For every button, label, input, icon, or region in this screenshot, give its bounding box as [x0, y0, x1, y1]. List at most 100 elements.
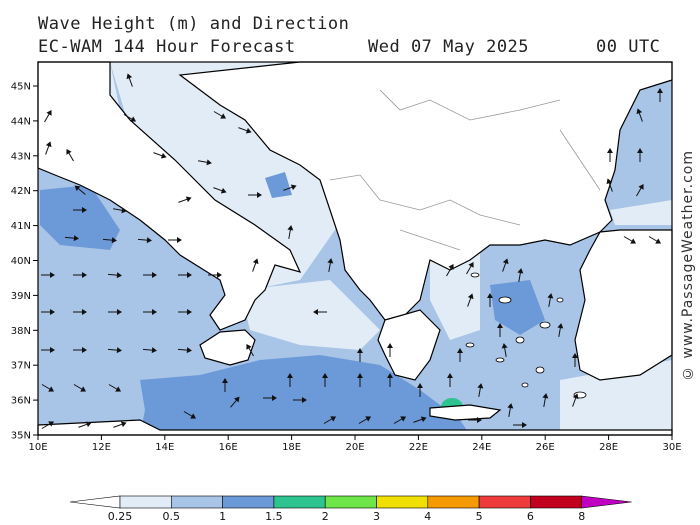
wave-direction-arrow [143, 309, 157, 315]
land [37, 61, 673, 436]
high-zone-adriatic [265, 172, 292, 198]
wave-direction-arrow [41, 347, 55, 353]
y-tick-label: 44N [11, 116, 31, 127]
wave-direction-arrow [66, 148, 74, 162]
colorbar-label: 0.5 [163, 510, 181, 523]
wave-direction-arrow [73, 347, 87, 353]
x-tick-label: 16E [219, 442, 238, 453]
y-tick-label: 41N [11, 221, 31, 232]
wave-direction-arrow [497, 323, 503, 337]
x-tick-label: 18E [282, 442, 301, 453]
wave-direction-arrow [143, 272, 157, 278]
wave-direction-arrow [126, 73, 133, 87]
wave-direction-arrow [648, 236, 662, 244]
wave-direction-arrow [517, 268, 524, 282]
wave-direction-arrow [178, 196, 192, 203]
colorbar-label: 3 [373, 510, 380, 523]
wave-direction-arrow [657, 88, 663, 102]
wave-direction-arrow [222, 378, 228, 392]
wave-direction-arrow [107, 272, 122, 279]
wave-direction-arrow [513, 422, 527, 428]
wave-direction-arrow [542, 393, 549, 407]
wave-direction-arrow [252, 258, 259, 272]
wave-direction-arrow [246, 343, 254, 357]
colorbar-label: 4 [424, 510, 431, 523]
colorbar-over [581, 495, 632, 509]
wave-direction-arrow [283, 184, 297, 191]
colorbar-under [69, 495, 121, 509]
y-tick-label: 38N [11, 326, 31, 337]
high-zone-south [140, 355, 470, 435]
high-zone-tyrrhenian [40, 185, 120, 250]
colorbar-segment [376, 495, 429, 509]
wave-direction-arrow [208, 272, 222, 278]
x-tick-label: 24E [472, 442, 491, 453]
wave-direction-arrow [507, 403, 514, 417]
colorbar-label: 1 [219, 510, 226, 523]
wave-arrows [41, 73, 663, 429]
wave-direction-arrow [393, 416, 407, 424]
wave-direction-arrow [113, 421, 127, 428]
calm-zone-blacksea [610, 200, 672, 225]
wave-direction-arrow [248, 192, 262, 198]
land-balkans [178, 61, 673, 321]
wave-direction-arrow [108, 309, 122, 315]
wave-direction-arrow [501, 343, 508, 357]
colorbar-segment [324, 495, 377, 509]
wave-direction-arrow [313, 309, 327, 315]
wave-direction-arrow [502, 258, 509, 272]
x-tick-label: 26E [536, 442, 555, 453]
wave-direction-arrow [387, 343, 393, 357]
colorbar: 0.25 0.5 1 1.5 2 3 4 5 6 8 [69, 495, 632, 523]
colorbar-segment [222, 495, 275, 509]
wave-direction-arrow [467, 293, 474, 307]
wave-direction-arrow [183, 411, 197, 419]
wave-direction-arrow [606, 178, 613, 192]
wave-direction-arrow [102, 237, 117, 244]
x-tick-label: 22E [409, 442, 428, 453]
wave-direction-arrow [108, 384, 122, 392]
wave-direction-arrow [213, 111, 227, 119]
y-axis: 45N 44N 43N 42N 41N 40N 39N 38N 37N 36N 35N [11, 82, 38, 442]
wave-direction-arrow [636, 183, 644, 197]
colorbar-label: 8 [578, 510, 585, 523]
colorbar-segment [119, 495, 172, 509]
wave-direction-arrow [73, 309, 87, 315]
wave-direction-arrow [168, 237, 182, 243]
x-tick-label: 14E [155, 442, 174, 453]
wave-direction-arrow [477, 383, 484, 397]
wave-direction-arrow [557, 323, 564, 337]
wave-direction-arrow [178, 309, 192, 315]
colorbar-segment [273, 495, 326, 509]
y-tick-label: 37N [11, 361, 31, 372]
wave-direction-arrow [41, 421, 55, 429]
wave-direction-arrow [572, 393, 579, 407]
colorbar-segment [171, 495, 223, 509]
colorbar-label: 2 [322, 510, 329, 523]
wave-direction-arrow [327, 258, 334, 272]
wave-direction-arrow [623, 236, 637, 244]
borders [329, 89, 601, 251]
wave-direction-arrow [457, 348, 463, 362]
wave-direction-arrow [41, 384, 55, 392]
wave-direction-arrow [230, 396, 240, 408]
land-sicily [199, 329, 256, 366]
wave-direction-arrow [357, 373, 363, 387]
colorbar-segment [530, 495, 583, 509]
y-tick-label: 35N [11, 431, 31, 442]
wave-direction-arrow [387, 373, 393, 387]
wave-direction-arrow [44, 109, 52, 123]
calm-zone-east [560, 360, 672, 435]
wave-direction-arrow [74, 185, 86, 195]
wave-direction-arrow [572, 353, 578, 367]
wave-direction-arrow [636, 108, 643, 122]
x-tick-label: 30E [662, 442, 681, 453]
wave-direction-arrow [113, 207, 127, 214]
wave-direction-arrow [637, 148, 643, 162]
wave-direction-arrow [123, 114, 137, 122]
wave-direction-arrow [178, 272, 192, 278]
wave-direction-arrow [41, 309, 55, 315]
credit-text: © www.PassageWeather.com [680, 150, 696, 382]
forecast-date: Wed 07 May 2025 [368, 37, 530, 57]
